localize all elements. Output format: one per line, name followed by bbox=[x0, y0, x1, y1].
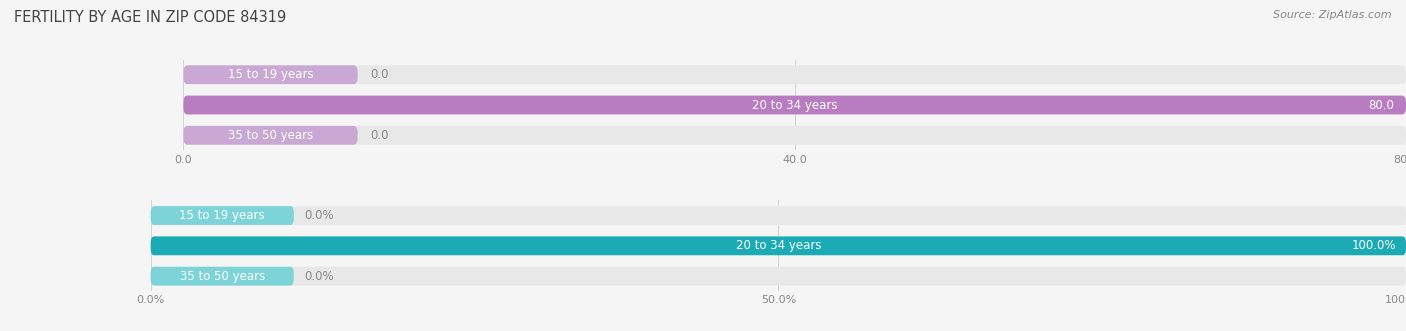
FancyBboxPatch shape bbox=[183, 126, 357, 145]
Text: Source: ZipAtlas.com: Source: ZipAtlas.com bbox=[1274, 10, 1392, 20]
Text: 0.0%: 0.0% bbox=[304, 270, 333, 283]
FancyBboxPatch shape bbox=[150, 206, 294, 225]
FancyBboxPatch shape bbox=[150, 267, 1406, 286]
Text: 20 to 34 years: 20 to 34 years bbox=[735, 239, 821, 252]
Text: 35 to 50 years: 35 to 50 years bbox=[180, 270, 264, 283]
FancyBboxPatch shape bbox=[150, 267, 294, 286]
FancyBboxPatch shape bbox=[183, 65, 357, 84]
FancyBboxPatch shape bbox=[183, 126, 1406, 145]
FancyBboxPatch shape bbox=[150, 206, 1406, 225]
Text: 20 to 34 years: 20 to 34 years bbox=[752, 99, 838, 112]
FancyBboxPatch shape bbox=[150, 236, 1406, 255]
FancyBboxPatch shape bbox=[183, 96, 1406, 115]
FancyBboxPatch shape bbox=[183, 96, 1406, 115]
Text: 15 to 19 years: 15 to 19 years bbox=[180, 209, 264, 222]
Text: 0.0: 0.0 bbox=[370, 68, 388, 81]
Text: FERTILITY BY AGE IN ZIP CODE 84319: FERTILITY BY AGE IN ZIP CODE 84319 bbox=[14, 10, 287, 25]
FancyBboxPatch shape bbox=[183, 65, 1406, 84]
Text: 35 to 50 years: 35 to 50 years bbox=[228, 129, 314, 142]
Text: 100.0%: 100.0% bbox=[1351, 239, 1396, 252]
Text: 80.0: 80.0 bbox=[1368, 99, 1393, 112]
Text: 0.0%: 0.0% bbox=[304, 209, 333, 222]
Text: 0.0: 0.0 bbox=[370, 129, 388, 142]
Text: 15 to 19 years: 15 to 19 years bbox=[228, 68, 314, 81]
FancyBboxPatch shape bbox=[150, 236, 1406, 255]
